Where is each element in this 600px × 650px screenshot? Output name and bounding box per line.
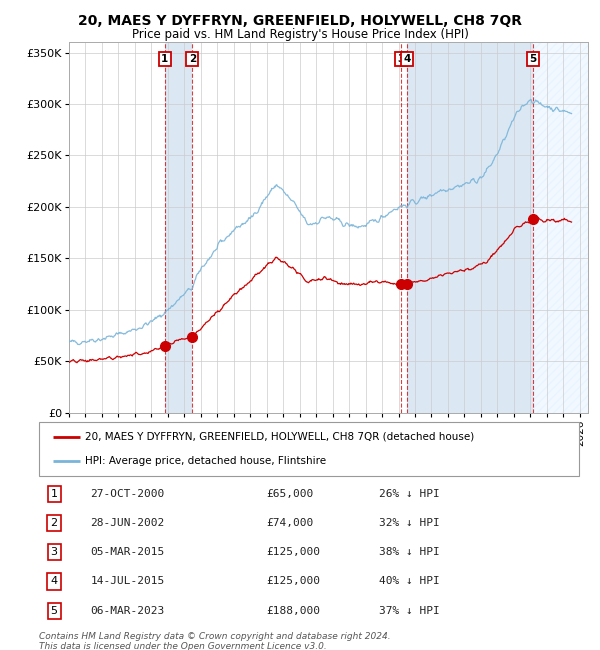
Text: 4: 4 (404, 54, 411, 64)
Text: 40% ↓ HPI: 40% ↓ HPI (379, 577, 440, 586)
Text: Contains HM Land Registry data © Crown copyright and database right 2024.
This d: Contains HM Land Registry data © Crown c… (39, 632, 391, 650)
Text: HPI: Average price, detached house, Flintshire: HPI: Average price, detached house, Flin… (85, 456, 326, 467)
Bar (407, 42, 533, 413)
Bar (533, 42, 588, 413)
FancyBboxPatch shape (39, 422, 579, 476)
Text: 2: 2 (189, 54, 196, 64)
Text: 26% ↓ HPI: 26% ↓ HPI (379, 489, 440, 499)
Text: 1: 1 (161, 54, 169, 64)
Text: 28-JUN-2002: 28-JUN-2002 (90, 518, 164, 528)
Text: 38% ↓ HPI: 38% ↓ HPI (379, 547, 440, 557)
Text: 5: 5 (530, 54, 537, 64)
Text: 3: 3 (398, 54, 405, 64)
Text: 20, MAES Y DYFFRYN, GREENFIELD, HOLYWELL, CH8 7QR (detached house): 20, MAES Y DYFFRYN, GREENFIELD, HOLYWELL… (85, 432, 474, 442)
Text: 2: 2 (50, 518, 58, 528)
Text: £188,000: £188,000 (266, 606, 320, 616)
Text: £125,000: £125,000 (266, 577, 320, 586)
Text: 3: 3 (50, 547, 58, 557)
Text: £65,000: £65,000 (266, 489, 313, 499)
Text: 4: 4 (50, 577, 58, 586)
Text: 14-JUL-2015: 14-JUL-2015 (90, 577, 164, 586)
Text: 32% ↓ HPI: 32% ↓ HPI (379, 518, 440, 528)
Text: 5: 5 (50, 606, 58, 616)
Text: 1: 1 (50, 489, 58, 499)
Text: 20, MAES Y DYFFRYN, GREENFIELD, HOLYWELL, CH8 7QR: 20, MAES Y DYFFRYN, GREENFIELD, HOLYWELL… (78, 14, 522, 29)
Text: 06-MAR-2023: 06-MAR-2023 (90, 606, 164, 616)
Text: 37% ↓ HPI: 37% ↓ HPI (379, 606, 440, 616)
Text: £125,000: £125,000 (266, 547, 320, 557)
Bar (165, 42, 193, 413)
Text: £74,000: £74,000 (266, 518, 313, 528)
Text: 27-OCT-2000: 27-OCT-2000 (90, 489, 164, 499)
Text: Price paid vs. HM Land Registry's House Price Index (HPI): Price paid vs. HM Land Registry's House … (131, 28, 469, 41)
Text: 05-MAR-2015: 05-MAR-2015 (90, 547, 164, 557)
